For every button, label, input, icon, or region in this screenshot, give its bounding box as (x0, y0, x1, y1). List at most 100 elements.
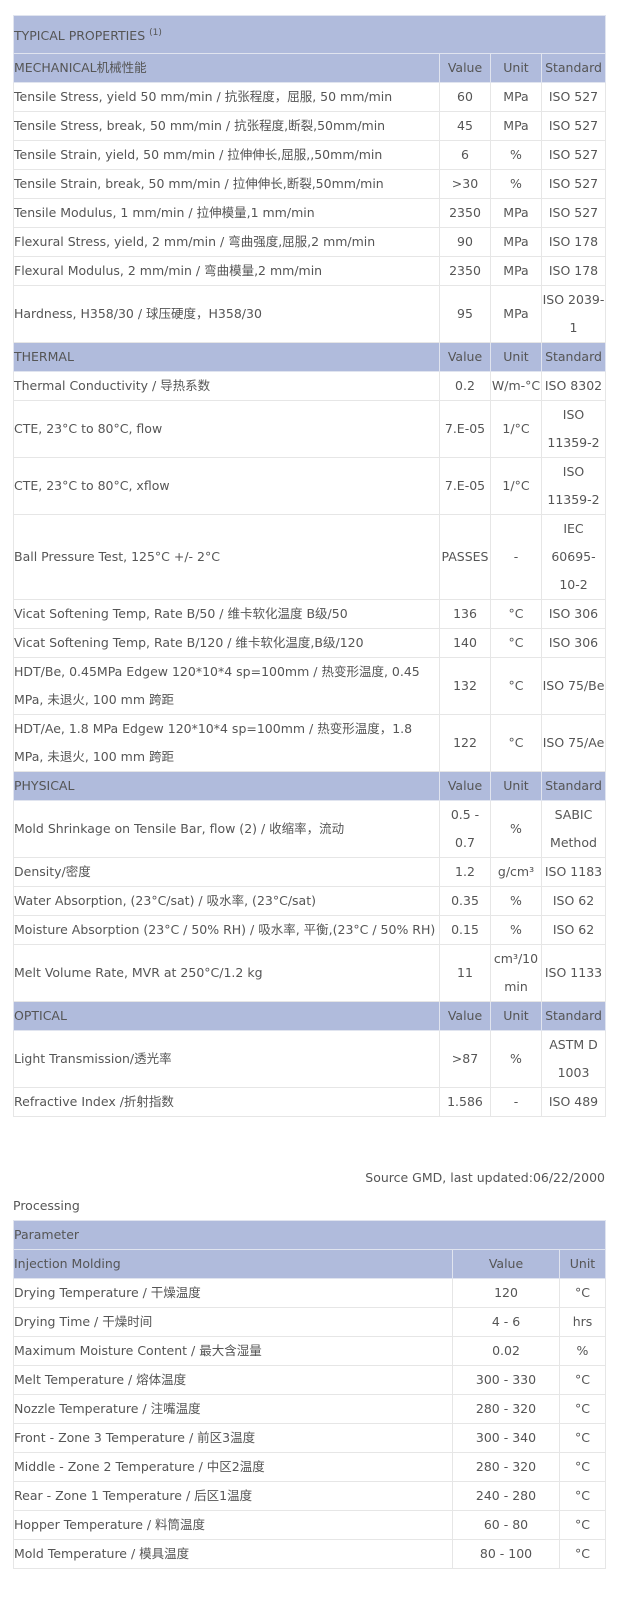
property-unit: °C (490, 628, 542, 659)
property-name: CTE, 23°C to 80°C, xflow (13, 457, 440, 516)
table-row: CTE, 23°C to 80°C, xflow 7.E-05 1/°C ISO 11… (13, 457, 606, 516)
property-unit: MPa (490, 256, 542, 287)
parameter-name: Front - Zone 3 Temperature / 前区3温度 (13, 1423, 453, 1453)
table-row: Light Transmission/透光率 >87% ASTM D 1003 (13, 1030, 606, 1089)
parameter-value: 60 - 80 (452, 1510, 560, 1540)
property-name: Moisture Absorption (23°C / 50% RH) / 吸水… (13, 915, 440, 946)
table-row: Middle - Zone 2 Temperature / 中区2温度 280 -… (13, 1452, 606, 1482)
table-row: Flexural Stress, yield, 2 mm/min / 弯曲强度,… (13, 227, 606, 258)
property-standard: ISO 527 (541, 140, 606, 171)
property-unit: W/m-°C (490, 371, 542, 402)
value-header: Value (439, 771, 491, 802)
property-name: Thermal Conductivity / 导热系数 (13, 371, 440, 402)
section-header-row: THERMAL Value Unit Standard (13, 342, 606, 373)
table-row: Hopper Temperature / 料筒温度 60 - 80 °C (13, 1510, 606, 1540)
property-standard: ISO 2039-1 (541, 285, 606, 344)
property-name: Ball Pressure Test, 125°C +/- 2°C (13, 514, 440, 601)
section-header-row: OPTICAL Value Unit Standard (13, 1001, 606, 1032)
property-standard: ISO 11359-2 (541, 400, 606, 459)
table-row: Tensile Stress, break, 50 mm/min / 抗张程度,… (13, 111, 606, 142)
parameter-value: 4 - 6 (452, 1307, 560, 1337)
section-name: PHYSICAL (13, 771, 440, 802)
value-header: Value (439, 342, 491, 373)
parameter-header: Parameter (13, 1220, 606, 1250)
property-value: >30 (439, 169, 491, 200)
property-standard: ISO 489 (541, 1087, 606, 1118)
unit-header: Unit (490, 771, 542, 802)
property-value: 0.15 (439, 915, 491, 946)
title-text: TYPICAL PROPERTIES (14, 28, 146, 44)
parameter-unit: °C (559, 1365, 606, 1395)
property-unit: % (490, 169, 542, 200)
property-value: 132 (439, 657, 491, 716)
property-unit: °C (490, 599, 542, 630)
property-value: PASSES (439, 514, 491, 601)
property-name: Light Transmission/透光率 (13, 1030, 440, 1089)
table-row: Tensile Modulus, 1 mm/min / 拉伸模量,1 mm/mi… (13, 198, 606, 229)
table-row: Drying Time / 干燥时间 4 - 6 hrs (13, 1307, 606, 1337)
footnote-marker: (1) (149, 28, 162, 38)
property-value: 1.2 (439, 857, 491, 888)
property-value: 60 (439, 82, 491, 113)
property-standard: ISO 178 (541, 256, 606, 287)
section-header-row: MECHANICAL机械性能 Value Unit Standard (13, 53, 606, 84)
table-row: Front - Zone 3 Temperature / 前区3温度 300 - … (13, 1423, 606, 1453)
property-standard: ASTM D 1003 (541, 1030, 606, 1089)
parameter-value: 280 - 320 (452, 1452, 560, 1482)
typical-properties-table: TYPICAL PROPERTIES (1) MECHANICAL机械性能 Val… (13, 14, 606, 1118)
table-row: Melt Volume Rate, MVR at 250°C/1.2 kg 11 c… (13, 944, 606, 1003)
table-row: Maximum Moisture Content / 最大含湿量 0.02% (13, 1336, 606, 1366)
table-row: Vicat Softening Temp, Rate B/50 / 维卡软化温度… (13, 599, 606, 630)
property-value: 7.E-05 (439, 400, 491, 459)
standard-header: Standard (541, 53, 606, 84)
parameter-name: Hopper Temperature / 料筒温度 (13, 1510, 453, 1540)
property-standard: ISO 62 (541, 915, 606, 946)
property-value: 0.35 (439, 886, 491, 917)
table-row: Moisture Absorption (23°C / 50% RH) / 吸水… (13, 915, 606, 946)
property-unit: MPa (490, 198, 542, 229)
table-row: Ball Pressure Test, 125°C +/- 2°C PASSES -… (13, 514, 606, 601)
property-value: 0.2 (439, 371, 491, 402)
property-name: HDT/Be, 0.45MPa Edgew 120*10*4 sp=100mm … (13, 657, 440, 716)
property-name: Tensile Strain, yield, 50 mm/min / 拉伸伸长,… (13, 140, 440, 171)
parameter-unit: % (559, 1336, 606, 1366)
table-row: Vicat Softening Temp, Rate B/120 / 维卡软化温… (13, 628, 606, 659)
table-row: Tensile Strain, break, 50 mm/min / 拉伸伸长,… (13, 169, 606, 200)
property-standard: ISO 306 (541, 599, 606, 630)
section-name: Injection Molding (13, 1249, 453, 1279)
table-row: HDT/Be, 0.45MPa Edgew 120*10*4 sp=100mm … (13, 657, 606, 716)
property-unit: 1/°C (490, 400, 542, 459)
property-unit: % (490, 915, 542, 946)
property-value: 90 (439, 227, 491, 258)
property-standard: ISO 75/Ae (541, 714, 606, 773)
parameter-name: Nozzle Temperature / 注嘴温度 (13, 1394, 453, 1424)
property-unit: °C (490, 714, 542, 773)
table-row: Mold Temperature / 模具温度 80 - 100 °C (13, 1539, 606, 1569)
value-header: Value (439, 1001, 491, 1032)
table-row: Melt Temperature / 熔体温度 300 - 330 °C (13, 1365, 606, 1395)
table-row: Density/密度 1.2 g/cm³ ISO 1183 (13, 857, 606, 888)
property-name: Refractive Index /折射指数 (13, 1087, 440, 1118)
parameter-header-row: Parameter (13, 1220, 606, 1250)
table-row: HDT/Ae, 1.8 MPa Edgew 120*10*4 sp=100mm … (13, 714, 606, 773)
property-value: 7.E-05 (439, 457, 491, 516)
property-value: >87 (439, 1030, 491, 1089)
section-header-row: Injection Molding Value Unit (13, 1249, 606, 1279)
property-unit: - (490, 1087, 542, 1118)
section-name: THERMAL (13, 342, 440, 373)
table-row: Tensile Stress, yield 50 mm/min / 抗张程度，屈… (13, 82, 606, 113)
unit-header: Unit (559, 1249, 606, 1279)
property-name: Water Absorption, (23°C/sat) / 吸水率, (23°… (13, 886, 440, 917)
parameter-value: 300 - 330 (452, 1365, 560, 1395)
property-name: Vicat Softening Temp, Rate B/50 / 维卡软化温度… (13, 599, 440, 630)
property-standard: ISO 62 (541, 886, 606, 917)
table-title-row: TYPICAL PROPERTIES (1) (13, 14, 606, 55)
parameter-unit: °C (559, 1481, 606, 1511)
parameter-value: 300 - 340 (452, 1423, 560, 1453)
table-row: Mold Shrinkage on Tensile Bar, flow (2) … (13, 800, 606, 859)
section-name: OPTICAL (13, 1001, 440, 1032)
property-standard: IEC 60695-10-2 (541, 514, 606, 601)
unit-header: Unit (490, 1001, 542, 1032)
parameter-value: 240 - 280 (452, 1481, 560, 1511)
table-row: Water Absorption, (23°C/sat) / 吸水率, (23°… (13, 886, 606, 917)
